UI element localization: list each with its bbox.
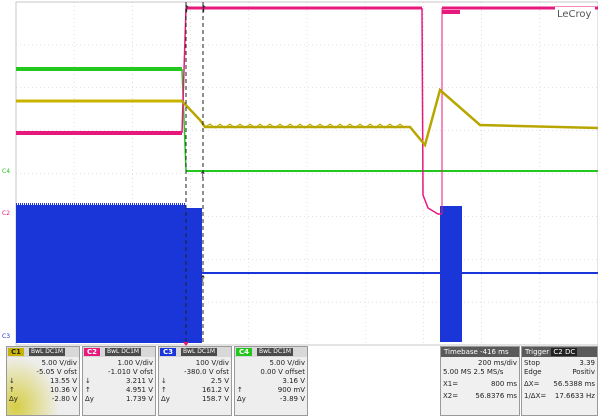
trigger-type: Edge (524, 368, 542, 376)
coupling-badge: BwL DC1M (257, 348, 294, 356)
channel-tag: C1 (8, 348, 24, 356)
trigger-mode: Stop (524, 359, 540, 367)
offset: -380.0 V ofst (184, 368, 229, 376)
delta-y: -3.89 V (279, 395, 305, 403)
channel-tag: C4 (236, 348, 252, 356)
timebase-panel[interactable]: Timebase -416 ms 200 ms/div 5.00 MS 2.5 … (440, 346, 520, 416)
svg-text:↑: ↑ (200, 5, 208, 15)
channel-tag: C2 (84, 348, 100, 356)
offset: -1.010 V ofst (108, 368, 153, 376)
cursor-down: 2.5 V (210, 377, 229, 385)
dx-value: 56.5388 ms (553, 380, 595, 388)
x2-label: X2= (443, 392, 459, 400)
trigger-level: 3.39 (579, 359, 595, 367)
coupling-badge: BwL DC1M (29, 348, 66, 356)
cursor-down: 3.16 V (282, 377, 305, 385)
trigger-header: Trigger (525, 348, 550, 356)
cursor-down: 13.55 V (49, 377, 77, 385)
trigger-panel[interactable]: Trigger C2 DC Stop 3.39 Edge Positiv ΔX= 56… (521, 346, 598, 416)
trigger-position-marker (183, 342, 189, 346)
timebase-header: Timebase -416 ms (441, 347, 519, 357)
time-per-div: 200 ms/div (478, 359, 517, 367)
inv-dx-label: 1/ΔX= (524, 392, 547, 400)
channel-tag: C3 (160, 348, 176, 356)
waveform-c4 (16, 67, 598, 172)
channel-panel-c1[interactable]: C1 BwL DC1M 5.00 V/div -5.05 V ofst ↓ 13.5… (6, 346, 80, 416)
delta-y: 158.7 V (201, 395, 229, 403)
marker-c4: C4 (2, 168, 10, 175)
cursor-down: 3.211 V (125, 377, 153, 385)
marker-c2: C2 (2, 210, 10, 217)
coupling-badge: BwL DC1M (105, 348, 142, 356)
x1-label: X1= (443, 380, 459, 388)
vdiv: 5.00 V/div (41, 359, 78, 367)
delta-y: 1.739 V (125, 395, 153, 403)
channel-panel-c2[interactable]: C2 BwL DC1M 1.00 V/div -1.010 V ofst ↓ 3.2… (82, 346, 156, 416)
offset: 0.00 V offset (260, 368, 305, 376)
sample-rate: 5.00 MS 2.5 MS/s (443, 368, 504, 376)
cursor-x1[interactable]: ↑ (183, 2, 191, 345)
svg-text:↑: ↑ (183, 5, 191, 15)
trigger-source-badge: C2 DC (551, 348, 578, 356)
grid-frame (15, 1, 598, 346)
svg-text:↑: ↑ (199, 275, 207, 285)
inv-dx-value: 17.6633 Hz (554, 392, 595, 400)
x2-value: 56.8376 ms (475, 392, 517, 400)
waveform-c3 (16, 203, 598, 343)
dx-label: ΔX= (524, 380, 540, 388)
vdiv: 5.00 V/div (269, 359, 306, 367)
channel-panel-c4[interactable]: C4 BwL DC1M 5.00 V/div 0.00 V offset 3.16… (234, 346, 308, 416)
brand-logo: LeCroy (557, 9, 592, 20)
waveform-c1 (16, 87, 598, 148)
coupling-badge: BwL DC1M (181, 348, 218, 356)
waveform-c2 (16, 6, 598, 215)
delta-y: -2.80 V (51, 395, 77, 403)
cursor-x2[interactable]: ↑ ↑ ↑ (199, 2, 208, 345)
trigger-slope: Positiv (572, 368, 595, 376)
channel-panel-c3[interactable]: C3 BwL DC1M 100 V/div -380.0 V ofst ↓ 2.5 … (158, 346, 232, 416)
offset: -5.05 V ofst (36, 368, 78, 376)
svg-text:↑: ↑ (199, 171, 207, 181)
marker-c3: C3 (2, 333, 10, 340)
x1-value: 800 ms (490, 380, 517, 388)
cursor-up: 161.2 V (201, 386, 229, 394)
cursor-up: 4.951 V (125, 386, 153, 394)
vdiv: 1.00 V/div (117, 359, 154, 367)
vdiv: 100 V/div (195, 359, 229, 367)
cursor-up: 900 mV (277, 386, 305, 394)
graticule (15, 1, 598, 346)
cursor-up: 10.36 V (49, 386, 77, 394)
